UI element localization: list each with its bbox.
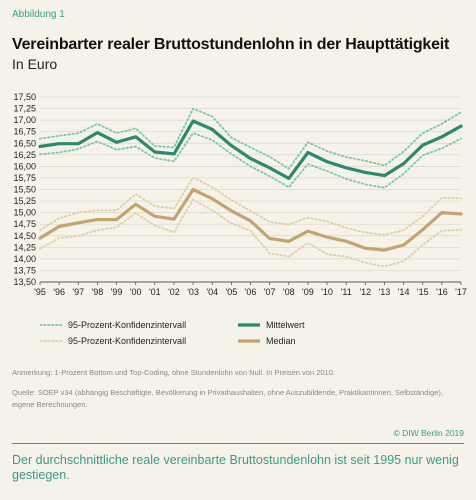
x-tick-label: '08 bbox=[283, 287, 295, 297]
y-tick-label: 14,25 bbox=[13, 242, 36, 252]
x-tick-label: '09 bbox=[302, 287, 314, 297]
y-tick-label: 13,50 bbox=[13, 277, 36, 287]
x-tick-label: '13 bbox=[379, 287, 391, 297]
y-tick-label: 17,50 bbox=[13, 92, 36, 102]
mean-ci-line bbox=[39, 107, 462, 170]
chart-subtitle: In Euro bbox=[12, 56, 58, 72]
x-tick-label: '96 bbox=[53, 287, 65, 297]
x-tick-label: '07 bbox=[264, 287, 276, 297]
footnote: Anmerkung: 1-Prozent Bottom und Top-Codi… bbox=[12, 368, 335, 377]
x-axis-ticks: '95 '96 '97 '98 '99 '00 '01 '02 '03 '04 '05 '06 '07 '… bbox=[34, 282, 467, 297]
x-tick-label: '10 bbox=[321, 287, 333, 297]
y-tick-label: 15,00 bbox=[13, 208, 36, 218]
source-note: Quelle: SOEP v34 (abhängig Beschäftigte,… bbox=[12, 388, 443, 409]
series-lines bbox=[38, 107, 463, 268]
x-tick-label: '99 bbox=[111, 287, 123, 297]
key-takeaway: Der durchschnittliche reale vereinbarte … bbox=[12, 453, 459, 482]
mean-ci-line bbox=[39, 132, 462, 189]
x-tick-label: '15 bbox=[417, 287, 429, 297]
y-tick-label: 16,25 bbox=[13, 150, 36, 160]
legend-swatch-ci-mean bbox=[40, 324, 62, 326]
legend-item-ci-mean: 95-Prozent-Konfidenzintervall bbox=[40, 320, 186, 330]
median-line bbox=[38, 187, 463, 252]
x-tick-label: '04 bbox=[206, 287, 218, 297]
copyright: © DIW Berlin 2019 bbox=[393, 428, 464, 438]
x-tick-label: '03 bbox=[187, 287, 199, 297]
x-tick-label: '12 bbox=[359, 287, 371, 297]
y-tick-label: 14,00 bbox=[13, 254, 36, 264]
y-tick-label: 14,50 bbox=[13, 231, 36, 241]
grid-lines bbox=[40, 96, 461, 283]
legend-label-median: Median bbox=[266, 336, 296, 346]
x-tick-label: '11 bbox=[341, 287, 352, 297]
legend-item-median: Median bbox=[238, 336, 296, 346]
legend-label-ci-mean: 95-Prozent-Konfidenzintervall bbox=[68, 320, 187, 330]
legend-swatch-mean bbox=[238, 323, 260, 327]
legend-swatch-ci-median bbox=[40, 340, 62, 342]
y-tick-label: 15,50 bbox=[13, 185, 36, 195]
median-ci-line bbox=[39, 176, 462, 236]
median-ci-line bbox=[39, 198, 462, 268]
x-tick-label: '17 bbox=[455, 287, 467, 297]
legend-swatch-median bbox=[238, 339, 260, 343]
x-tick-label: '06 bbox=[245, 287, 257, 297]
y-tick-label: 17,25 bbox=[13, 104, 36, 114]
y-tick-label: 16,75 bbox=[13, 127, 36, 137]
mean-line bbox=[38, 119, 463, 181]
legend-item-ci-median: 95-Prozent-Konfidenzintervall bbox=[40, 336, 186, 346]
x-tick-label: '95 bbox=[34, 287, 46, 297]
y-tick-label: 16,50 bbox=[13, 138, 36, 148]
x-tick-label: '14 bbox=[398, 287, 410, 297]
figure-label: Abbildung 1 bbox=[12, 9, 65, 20]
chart-title: Vereinbarter realer Bruttostundenlohn in… bbox=[12, 36, 450, 53]
x-tick-label: '05 bbox=[225, 287, 237, 297]
y-tick-label: 13,75 bbox=[13, 265, 36, 275]
x-tick-label: '01 bbox=[149, 287, 161, 297]
x-tick-label: '02 bbox=[168, 287, 180, 297]
y-tick-label: 15,25 bbox=[13, 196, 36, 206]
legend-label-mean: Mittelwert bbox=[266, 320, 305, 330]
y-tick-label: 14,75 bbox=[13, 219, 36, 229]
x-tick-label: '98 bbox=[92, 287, 104, 297]
x-tick-label: '00 bbox=[130, 287, 142, 297]
legend-item-mean: Mittelwert bbox=[238, 320, 305, 330]
x-tick-label: '16 bbox=[436, 287, 448, 297]
y-tick-label: 16,00 bbox=[13, 161, 36, 171]
y-tick-label: 17,00 bbox=[13, 115, 36, 125]
legend-label-ci-median: 95-Prozent-Konfidenzintervall bbox=[68, 336, 187, 346]
y-tick-label: 15,75 bbox=[13, 173, 36, 183]
divider bbox=[12, 443, 464, 444]
x-tick-label: '97 bbox=[72, 287, 84, 297]
